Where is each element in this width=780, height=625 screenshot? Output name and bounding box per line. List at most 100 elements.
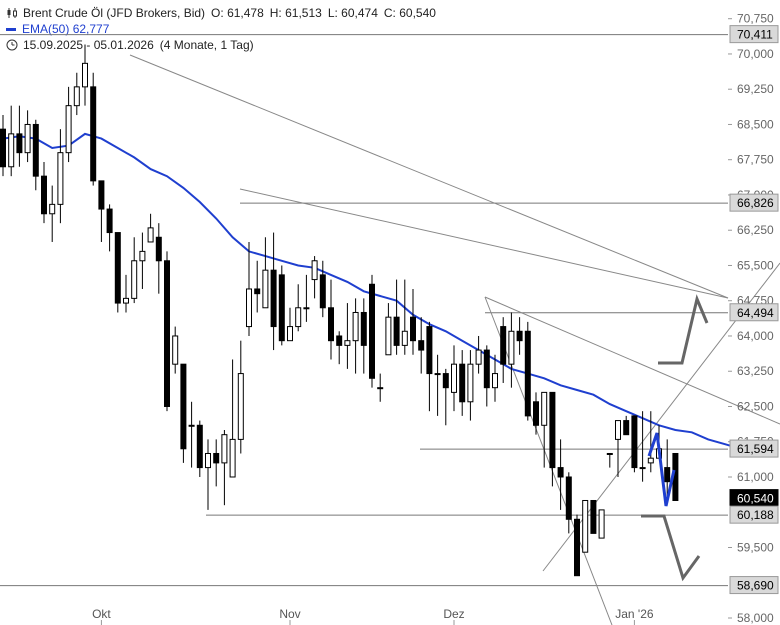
candle-body <box>246 288 252 328</box>
candle-body <box>123 297 129 304</box>
candle <box>574 514 580 577</box>
time-axis: Okt Nov Dez Jan '26 <box>92 607 654 625</box>
legend-range: 15.09.2025 - 05.01.2026 <box>23 38 154 52</box>
candle-body <box>16 133 23 154</box>
candle <box>565 472 572 534</box>
price-label-box <box>729 193 779 212</box>
candle <box>270 232 277 351</box>
candle <box>24 110 31 163</box>
candle <box>459 350 466 416</box>
price-tick-label: 61,000 <box>737 470 774 484</box>
price-label: 58,690 <box>737 579 774 593</box>
candle-body <box>533 401 539 426</box>
price-tick-label: 70,750 <box>737 12 774 26</box>
candle-body <box>410 316 416 342</box>
price-label-box <box>729 25 779 44</box>
candle <box>344 303 351 369</box>
candle <box>319 260 326 318</box>
price-tick-label: 67,750 <box>737 153 774 167</box>
candle-body <box>565 476 572 520</box>
candle-body <box>311 260 318 281</box>
candle <box>442 368 449 426</box>
price-tick-label: 66,250 <box>737 223 774 237</box>
candle-body <box>98 180 105 210</box>
price-tick-label: 65,500 <box>737 258 774 272</box>
price-label: 60,540 <box>737 492 774 506</box>
candle-body <box>352 311 359 342</box>
legend-o-label: O: <box>211 6 224 20</box>
candle <box>328 279 334 360</box>
candle-body <box>328 307 334 342</box>
candle-body <box>221 434 228 464</box>
candle-body <box>196 424 203 469</box>
candle <box>196 420 203 477</box>
price-tick-label: 63,250 <box>737 364 774 378</box>
candle <box>418 317 425 374</box>
candle <box>278 265 285 346</box>
candle-body <box>369 283 375 379</box>
candle-body <box>426 326 433 375</box>
candle-body <box>188 424 195 427</box>
candle-body <box>139 250 146 262</box>
candle-body <box>615 420 621 440</box>
candle <box>533 392 539 435</box>
candle <box>237 340 244 454</box>
candle-body <box>459 363 466 403</box>
price-tick-label: 69,250 <box>737 82 774 96</box>
candle-body <box>549 391 556 469</box>
candle <box>623 415 630 436</box>
legend-range-row: 15.09.2025 - 05.01.2026 (4 Monate, 1 Tag… <box>6 37 436 53</box>
candle <box>221 429 228 506</box>
price-tick-label: 58,000 <box>737 611 774 625</box>
candle <box>287 307 293 342</box>
candle <box>434 354 441 416</box>
candle <box>180 363 187 463</box>
price-axis: 70,75070,00069,25068,50067,75067,00066,2… <box>728 12 779 625</box>
candle <box>254 260 261 313</box>
candle <box>98 180 105 242</box>
legend-ema-label: EMA(50) <box>22 22 70 36</box>
price-label-box <box>729 576 779 595</box>
candle <box>57 129 64 224</box>
candle <box>647 411 654 473</box>
candle-body <box>385 316 392 356</box>
candle <box>631 415 638 473</box>
candle-body <box>73 86 80 107</box>
candle <box>451 345 457 412</box>
legend-o-value: 61,478 <box>227 6 264 20</box>
candles <box>0 44 679 577</box>
candle-body <box>213 452 220 464</box>
legend-ema-row: EMA(50) 62,777 <box>6 21 436 37</box>
candle-body <box>90 86 97 182</box>
legend-h-label: H: <box>269 6 282 20</box>
candle-body <box>360 311 367 346</box>
candle-body <box>500 326 507 365</box>
price-tick-label: 62,500 <box>737 399 774 413</box>
candle-body <box>278 274 285 342</box>
candle-body <box>131 260 138 299</box>
price-label-box <box>729 303 779 322</box>
price-tick-label: 68,500 <box>737 117 774 131</box>
candle <box>606 452 613 468</box>
candle-body <box>164 260 170 407</box>
candle-body <box>574 518 580 577</box>
candle-body <box>442 373 449 389</box>
candle-body <box>32 123 39 177</box>
candle-body <box>295 307 302 328</box>
candle-body <box>483 349 490 389</box>
candle-body <box>8 133 15 168</box>
candle-body <box>270 269 277 328</box>
candle-body <box>155 236 162 262</box>
candle-body <box>344 340 351 346</box>
candle-body <box>492 373 498 389</box>
candlestick-icon <box>6 7 18 19</box>
price-label: 60,188 <box>737 508 774 522</box>
candle <box>73 72 80 116</box>
candle-body <box>475 349 482 365</box>
candle-body <box>418 340 425 351</box>
candle-body <box>41 175 47 215</box>
candle <box>582 499 589 553</box>
candle <box>0 115 6 177</box>
candle <box>114 232 121 313</box>
